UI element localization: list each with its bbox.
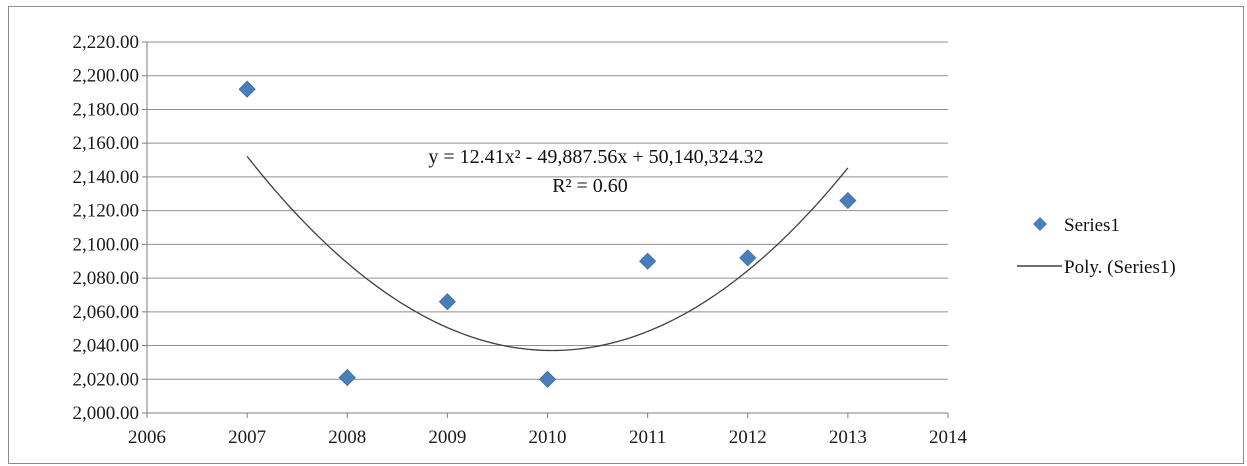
y-axis-tick-labels: 2,000.00 2,020.00 2,040.00 2,060.00 2,080.00…: [73, 32, 140, 424]
x-tick-label: 2013: [829, 427, 867, 448]
legend: Series1 Poly. (Series1): [1017, 215, 1176, 278]
y-tick-label: 2,000.00: [73, 403, 140, 424]
x-tick-label: 2011: [629, 427, 666, 448]
x-tick-label: 2007: [228, 427, 266, 448]
y-tick-label: 2,080.00: [73, 268, 140, 289]
data-point: [739, 249, 757, 267]
y-tick-label: 2,200.00: [73, 66, 140, 87]
gridlines: [147, 41, 948, 380]
data-point: [538, 370, 557, 388]
trendline-equation: y = 12.41x² - 49,887.56x + 50,140,324.32: [428, 146, 763, 168]
trendline-group: [246, 155, 849, 352]
y-tick-label: 2,140.00: [73, 167, 140, 188]
y-tick-label: 2,100.00: [73, 234, 140, 255]
trendline-curve: [246, 155, 849, 352]
legend-series1-label: Series1: [1064, 215, 1120, 236]
y-tick-label: 2,060.00: [73, 302, 140, 323]
data-point: [839, 191, 857, 210]
axes: [142, 41, 949, 418]
y-tick-label: 2,220.00: [73, 32, 140, 53]
trendline-equation-group: y = 12.41x² - 49,887.56x + 50,140,324.32…: [428, 146, 763, 197]
x-axis-tick-labels: 2006 2007 2008 2009 2010 2011 2012 2013 2014: [128, 427, 968, 448]
y-tick-label: 2,160.00: [73, 133, 140, 154]
y-tick-label: 2,020.00: [73, 369, 140, 390]
y-tick-label: 2,180.00: [73, 99, 140, 120]
data-point: [338, 369, 356, 387]
x-tick-label: 2008: [328, 427, 366, 448]
data-points: [238, 80, 857, 388]
chart-frame: [8, 6, 1244, 464]
x-tick-label: 2006: [128, 427, 166, 448]
legend-trendline-label: Poly. (Series1): [1064, 257, 1176, 278]
x-tick-label: 2014: [929, 427, 968, 448]
legend-series1-marker-icon: [1033, 217, 1047, 231]
trendline-r-squared: R² = 0.60: [552, 175, 628, 197]
x-tick-label: 2010: [529, 427, 567, 448]
data-point: [238, 80, 256, 98]
x-tick-label: 2012: [729, 427, 767, 448]
data-point: [438, 293, 456, 311]
y-tick-label: 2,040.00: [73, 336, 140, 357]
x-tick-label: 2009: [428, 427, 466, 448]
y-tick-label: 2,120.00: [73, 201, 140, 222]
data-point: [639, 252, 657, 270]
